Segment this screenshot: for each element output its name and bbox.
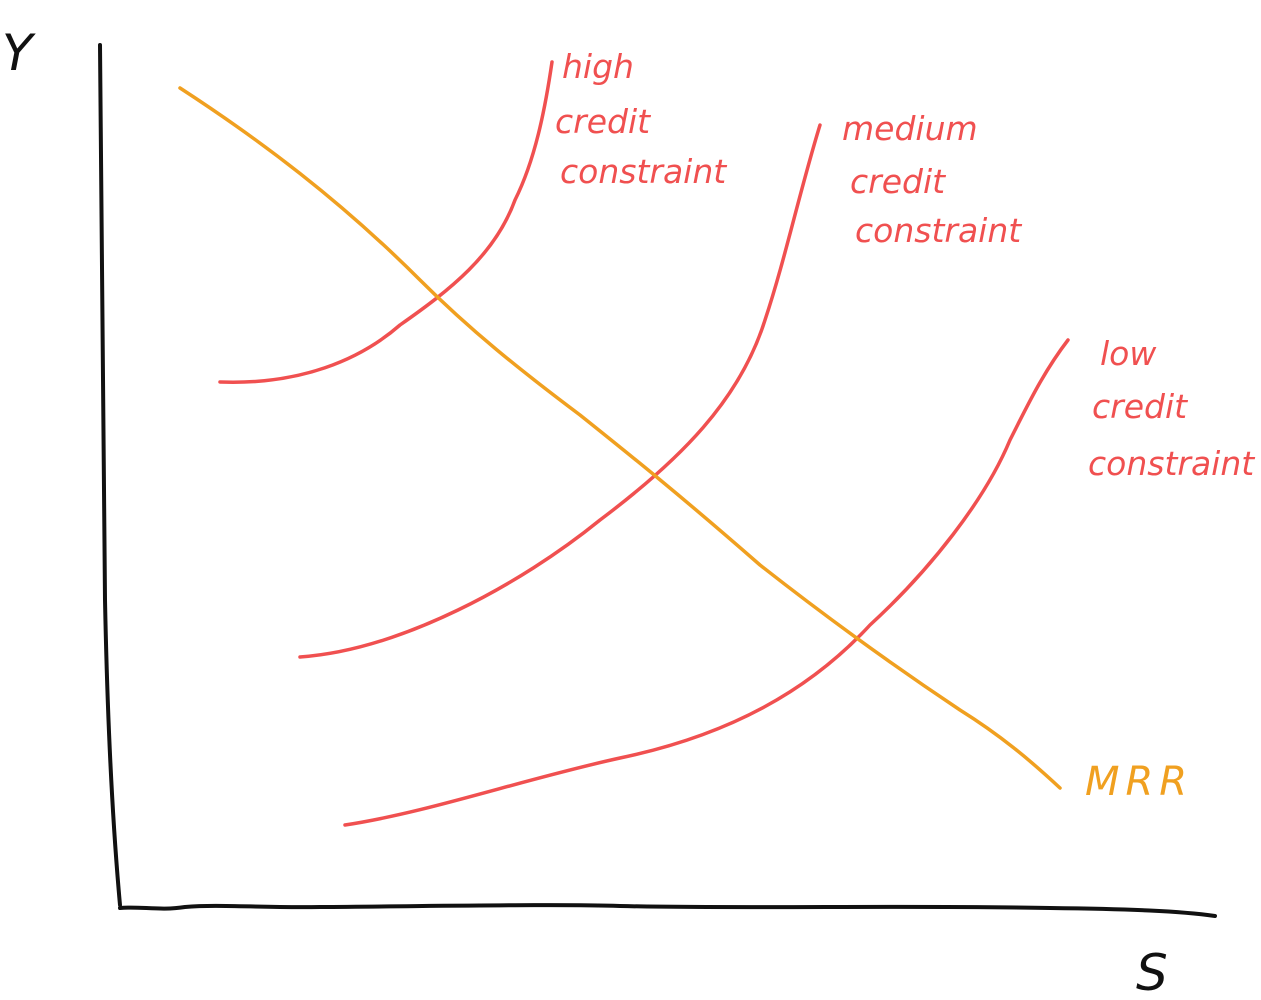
mrr-label: MRR <box>1085 759 1193 805</box>
high-constraint-label: high credit constraint <box>555 47 727 191</box>
low-constraint-label: low credit constraint <box>1088 334 1255 483</box>
high-credit-constraint-curve <box>218 60 554 384</box>
x-axis <box>118 903 1217 918</box>
y-axis <box>98 43 122 907</box>
x-axis-label: S <box>1136 944 1168 1000</box>
low-credit-constraint-curve <box>343 338 1070 827</box>
y-axis-label: Y <box>2 24 36 82</box>
mrr-line <box>178 86 1062 790</box>
medium-credit-constraint-curve <box>298 123 822 659</box>
medium-constraint-label: medium credit constraint <box>842 109 1022 250</box>
